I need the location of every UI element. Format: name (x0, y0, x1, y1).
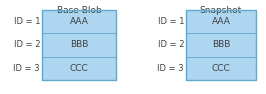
Bar (186, 33, 256, 57)
Text: ID = 3: ID = 3 (157, 64, 184, 73)
Text: AAA: AAA (211, 17, 230, 26)
Bar (42, 57, 116, 80)
Bar (42, 10, 116, 33)
Text: Base Blob: Base Blob (57, 6, 101, 15)
Text: BBB: BBB (212, 41, 230, 50)
Text: Snapshot: Snapshot (200, 6, 242, 15)
Text: ID = 2: ID = 2 (157, 41, 184, 50)
Text: ID = 2: ID = 2 (14, 41, 40, 50)
Text: BBB: BBB (70, 41, 88, 50)
Text: ID = 3: ID = 3 (13, 64, 40, 73)
Text: CCC: CCC (70, 64, 88, 73)
Text: AAA: AAA (70, 17, 88, 26)
Text: CCC: CCC (212, 64, 230, 73)
Bar (42, 10, 116, 80)
Bar (186, 10, 256, 80)
Text: ID = 1: ID = 1 (157, 17, 184, 26)
Text: ID = 1: ID = 1 (14, 17, 40, 26)
Bar (186, 10, 256, 33)
Bar (42, 33, 116, 57)
Bar (186, 57, 256, 80)
